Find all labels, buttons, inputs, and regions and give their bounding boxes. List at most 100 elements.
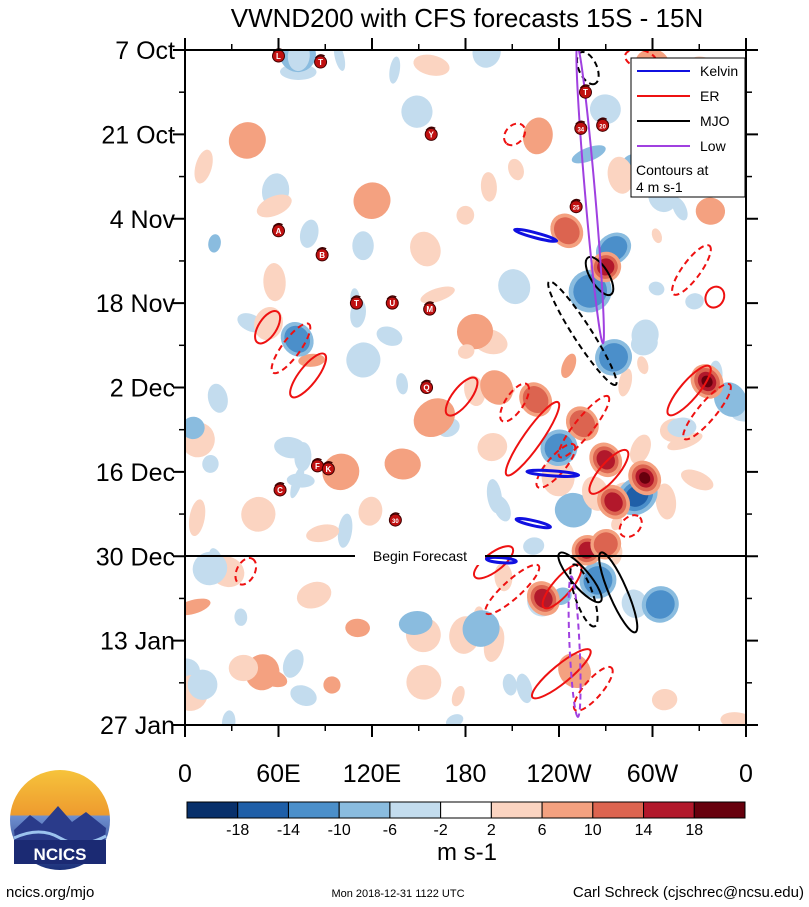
storm-marker-icon: [596, 118, 610, 132]
contour-mjo: [598, 551, 639, 634]
storm-marker-icon: [569, 200, 583, 214]
colorbar-tick-label: -18: [226, 822, 249, 839]
storm-marker: 25: [569, 198, 583, 214]
heat-blob: [655, 483, 677, 520]
heat-blob: [296, 581, 332, 609]
heat-blob: [185, 416, 205, 440]
storm-marker: 20: [596, 117, 610, 132]
logo-text: NCICS: [34, 845, 87, 864]
heat-blob: [680, 469, 714, 491]
contour-kelvin: [514, 517, 552, 530]
storm-marker-swirl: [389, 512, 400, 517]
contour-er: [557, 394, 611, 459]
storm-marker-label: K: [325, 465, 331, 474]
heat-blob: [508, 158, 524, 181]
heat-blob: [457, 344, 475, 359]
heat-blob: [398, 611, 433, 636]
heat-blob: [187, 669, 218, 700]
y-tick-label: 18 Nov: [96, 290, 176, 318]
colorbar-tick-label: 2: [487, 822, 496, 839]
heat-blob: [346, 342, 381, 378]
heat-blob: [523, 537, 545, 555]
storm-marker: B: [315, 247, 329, 262]
heat-blob: [306, 524, 340, 543]
colorbar-tick-label: 18: [685, 822, 703, 839]
legend-note-line1: Contours at: [636, 162, 708, 178]
contour-er: [572, 665, 614, 712]
colorbar-swatch: [490, 801, 543, 819]
storm-marker: C: [273, 482, 287, 497]
contour-kelvin: [484, 555, 518, 565]
heat-blob: [648, 281, 665, 296]
storm-marker: K: [321, 460, 335, 476]
contour-er: [270, 322, 312, 375]
colorbar-swatch: [186, 801, 239, 819]
heat-blob: [256, 194, 292, 218]
ncics-logo: NCICS: [10, 770, 110, 870]
storm-marker-swirl: [579, 84, 590, 89]
heat-blob: [720, 712, 746, 725]
footer-author: Carl Schreck (cjschrec@ncsu.edu): [573, 884, 804, 901]
storm-marker-layer: L T Y A B T U M Q F K C 30 T 34 20 25: [272, 48, 610, 527]
contour-layer: [234, 50, 732, 718]
heat-blob: [282, 649, 304, 678]
contour-er: [484, 563, 541, 616]
contour-mjo: [547, 280, 618, 387]
heat-blob: [274, 436, 307, 459]
heat-feature: [596, 450, 615, 470]
heat-feature: [353, 182, 391, 219]
colorbar-swatch: [287, 801, 340, 819]
heat-blob: [323, 676, 341, 694]
colorbar-tick-label: -2: [434, 822, 448, 839]
heat-feature: [553, 217, 580, 245]
contour-low: [575, 50, 605, 345]
storm-marker-icon: [574, 121, 588, 135]
colorbar-tick-label: -14: [277, 822, 300, 839]
storm-marker: T: [349, 295, 363, 310]
heat-feature: [599, 343, 628, 372]
storm-marker-swirl: [311, 457, 322, 463]
heat-feature: [639, 472, 651, 484]
colorbar-swatch: [237, 801, 289, 819]
heat-blob: [401, 95, 433, 128]
contour-er: [499, 382, 531, 423]
heat-blob: [202, 454, 219, 473]
x-tick-label: 180: [445, 760, 487, 788]
heatmap-layer: [185, 50, 746, 725]
heat-blob: [651, 228, 663, 244]
colorbar-swatch: [592, 801, 645, 819]
heat-feature: [413, 398, 455, 438]
heat-blob: [420, 286, 455, 304]
heat-blob: [685, 293, 704, 310]
begin-forecast-label-bg: [355, 547, 485, 565]
heat-blob: [352, 231, 374, 261]
heat-blob: [561, 353, 577, 379]
storm-marker-icon: [420, 381, 434, 394]
storm-marker-label: B: [319, 251, 325, 260]
contour-er: [671, 244, 712, 296]
storm-marker-label: M: [426, 305, 433, 314]
contour-er: [234, 557, 258, 586]
heat-blob: [413, 54, 450, 76]
heat-blob: [571, 145, 606, 164]
storm-marker-label: A: [276, 227, 282, 236]
heat-blob: [337, 513, 353, 548]
colorbar-tick-label: 14: [635, 822, 653, 839]
heat-blob: [286, 473, 315, 488]
legend: Kelvin ER MJO Low Contours at 4 m s-1: [630, 57, 746, 198]
storm-marker: U: [385, 295, 399, 310]
contour-mjo: [584, 255, 615, 297]
legend-label-kelvin: Kelvin: [700, 63, 738, 79]
storm-marker-swirl: [316, 247, 327, 252]
storm-marker-swirl: [597, 117, 608, 122]
footer-timestamp: Mon 2018-12-31 1122 UTC: [331, 888, 464, 900]
storm-marker-swirl: [425, 126, 436, 131]
heat-blob: [451, 685, 465, 707]
contour-er: [530, 648, 592, 700]
heat-blob: [209, 548, 223, 570]
storm-marker-swirl: [570, 198, 581, 204]
storm-marker-label: T: [318, 58, 323, 67]
heat-blob: [358, 496, 383, 526]
heat-blob: [637, 356, 649, 375]
